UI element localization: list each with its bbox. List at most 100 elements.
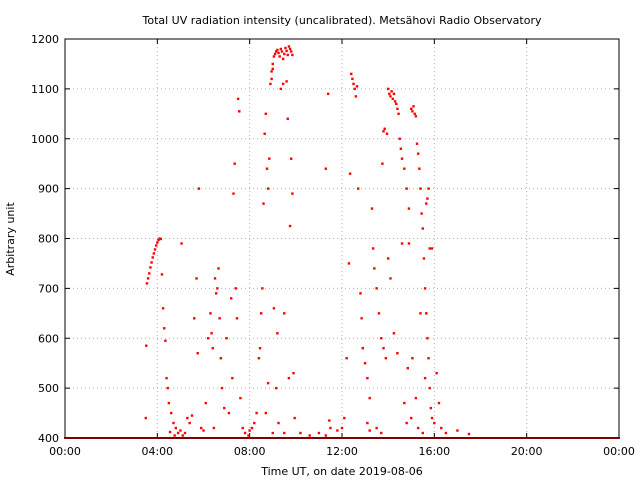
data-point — [247, 434, 250, 437]
data-point — [261, 287, 264, 290]
data-point — [340, 426, 344, 430]
data-point — [421, 431, 424, 435]
data-point — [167, 401, 171, 405]
data-point — [159, 237, 162, 241]
data-point — [347, 262, 351, 265]
data-point — [174, 426, 177, 430]
data-point — [211, 347, 214, 350]
data-point — [283, 431, 286, 435]
data-point — [415, 142, 419, 145]
data-point — [275, 386, 278, 390]
data-point — [279, 47, 283, 51]
data-point — [164, 339, 167, 342]
data-point — [269, 82, 272, 86]
data-point — [395, 102, 398, 106]
data-point — [161, 307, 165, 310]
data-point — [271, 62, 274, 66]
data-point — [145, 282, 149, 285]
data-point — [437, 401, 441, 405]
data-point — [392, 332, 396, 335]
data-point — [145, 344, 148, 347]
data-point — [150, 261, 153, 264]
tick-labels: 400 500 600 700 800 900 1000 1100 1200 00:00 04:00… — [31, 33, 635, 458]
data-point — [420, 212, 423, 215]
data-point — [381, 162, 384, 165]
data-point — [382, 347, 385, 350]
data-point — [371, 247, 375, 250]
data-point — [411, 110, 414, 113]
data-point — [386, 257, 390, 260]
data-point — [355, 85, 359, 88]
data-point — [206, 337, 210, 340]
data-point — [427, 187, 430, 190]
data-point — [329, 426, 332, 430]
data-point — [281, 82, 285, 86]
data-point — [218, 317, 221, 320]
data-point — [419, 187, 422, 190]
data-point — [281, 57, 285, 61]
data-point — [351, 77, 354, 81]
data-point — [360, 317, 363, 320]
x-tick-label: 08:00 — [234, 445, 266, 458]
data-point — [414, 396, 418, 400]
data-point — [268, 157, 271, 160]
data-point — [370, 207, 374, 210]
y-tick-label: 900 — [38, 183, 59, 196]
data-point — [359, 292, 362, 295]
data-point — [262, 202, 265, 205]
data-point — [219, 357, 223, 360]
data-point — [350, 72, 353, 76]
data-point — [188, 421, 191, 425]
data-point — [209, 312, 212, 315]
data-point — [278, 55, 281, 58]
data-point — [389, 95, 392, 98]
data-point — [285, 49, 288, 53]
data-point — [433, 421, 436, 425]
data-point — [285, 80, 288, 83]
data-point — [410, 107, 413, 111]
data-point — [366, 376, 369, 380]
data-point — [399, 147, 403, 150]
x-tick-label: 16:00 — [418, 445, 450, 458]
data-point — [380, 431, 383, 435]
data-point — [265, 167, 269, 170]
data-point — [227, 411, 231, 415]
data-point — [286, 53, 289, 57]
data-point — [231, 376, 234, 380]
data-point — [190, 414, 194, 417]
y-axis-label: Arbitrary unit — [4, 202, 17, 276]
data-point — [328, 419, 331, 422]
data-point — [467, 432, 471, 436]
data-point — [235, 317, 239, 320]
data-point — [173, 434, 176, 437]
data-point — [428, 247, 431, 250]
data-point — [403, 401, 406, 405]
data-point — [153, 248, 157, 251]
data-point — [276, 48, 279, 52]
data-point — [368, 429, 371, 432]
data-point — [419, 312, 422, 315]
data-point — [390, 90, 393, 93]
data-point — [172, 421, 175, 425]
data-point — [225, 337, 228, 340]
data-point — [272, 307, 276, 310]
data-point — [193, 317, 196, 320]
data-point — [273, 52, 277, 56]
data-point — [196, 352, 199, 355]
data-point — [293, 416, 296, 420]
data-point — [248, 429, 251, 432]
data-point — [435, 371, 438, 375]
data-point — [149, 266, 152, 269]
data-point — [288, 224, 292, 228]
data-point — [356, 187, 360, 190]
data-point — [277, 421, 280, 425]
data-point — [169, 411, 173, 415]
data-point — [181, 434, 184, 437]
data-point — [388, 92, 391, 96]
plot-frame — [64, 38, 620, 439]
data-point — [238, 110, 241, 113]
data-point — [382, 130, 385, 133]
data-point — [400, 157, 404, 160]
data-point — [212, 426, 216, 430]
